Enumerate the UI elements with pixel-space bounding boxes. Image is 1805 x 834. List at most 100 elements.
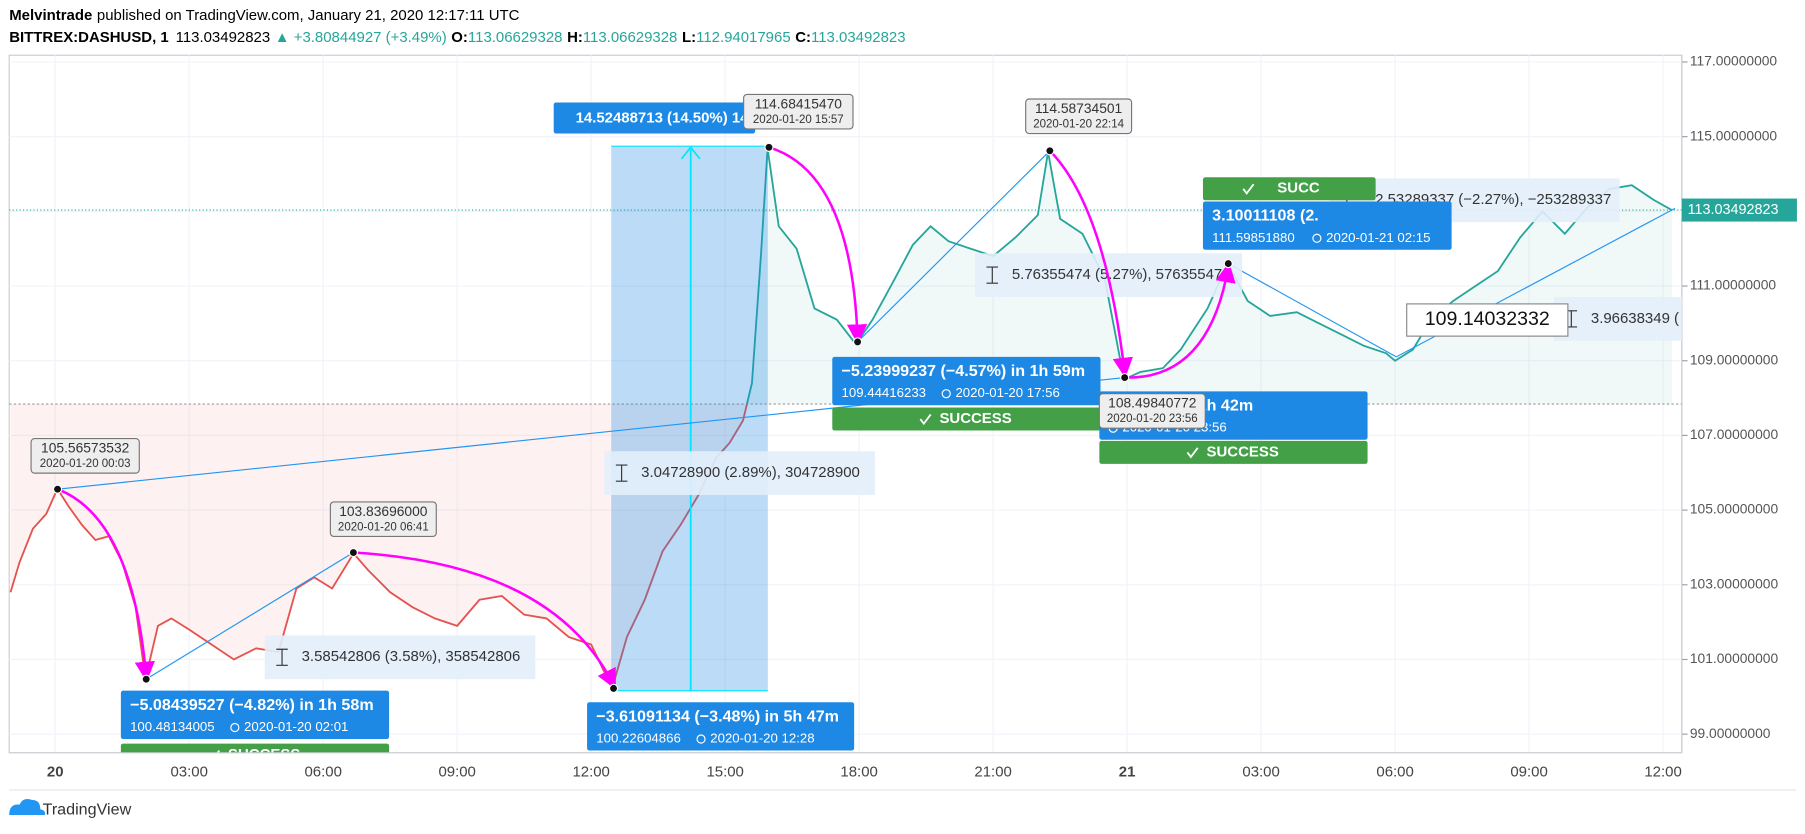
pivot-box (1098, 393, 1206, 429)
pivot-price: 103.83696000 (339, 503, 428, 519)
y-tick-label: 105.00000000 (1690, 501, 1779, 517)
x-tick-label: 12:00 (572, 763, 609, 780)
y-tick-label: 115.00000000 (1690, 127, 1778, 143)
move-time: 2020-01-21 02:15 (1326, 230, 1430, 245)
clock-icon (230, 722, 240, 733)
price-line-below (9, 404, 748, 691)
arrow (353, 551, 616, 690)
area-above (10, 148, 1672, 405)
x-tick-label: 06:00 (304, 763, 341, 780)
pivot-box (329, 501, 437, 538)
pivot-dot (853, 337, 863, 347)
author: Melvintrade (9, 7, 92, 24)
pivot-dot (1120, 372, 1130, 383)
trend-line (1227, 263, 1397, 358)
last: 113.03492823 (176, 29, 271, 46)
status-box (1099, 440, 1368, 464)
published: published on TradingView.com, January 21… (97, 7, 520, 24)
move-label: 3.10011108 (2. (1212, 207, 1319, 225)
measure-label: 3.96638349 ( (1591, 310, 1679, 327)
check (919, 413, 932, 426)
x-tick-label: 09:00 (438, 763, 475, 780)
measure-box (264, 635, 536, 680)
range-box (553, 102, 756, 134)
pivot-time: 2020-01-20 06:41 (338, 521, 429, 533)
area-below (10, 404, 1672, 689)
y-tick-label: 103.00000000 (1690, 575, 1779, 591)
x-tick-label: 21 (1119, 763, 1136, 780)
measure-box (1554, 296, 1682, 341)
x-tick-label: 09:00 (1510, 763, 1547, 780)
clock-icon (1312, 233, 1322, 243)
y-tick-label: 109.00000000 (1690, 351, 1779, 367)
y-tick-label: 101.00000000 (1690, 650, 1779, 666)
arrow (1124, 262, 1236, 379)
move-label: −5.23999237 (−4.57%) in 1h 59m (841, 362, 1085, 380)
price-label-box (1406, 303, 1569, 337)
move-box (832, 356, 1101, 406)
ohlc-label: L: (682, 29, 696, 46)
measure-label: 3.58542806 (3.58%), 358542806 (302, 648, 521, 665)
ohlc-value: 113.06629328 (583, 29, 678, 46)
move-time: 2020-01-20 02:01 (244, 719, 348, 734)
status-box (832, 407, 1101, 431)
ohlc-value: 113.03492823 (811, 29, 906, 46)
ohlc-label: O: (451, 29, 468, 46)
move-label: −3.61091134 (−3.48%) in 5h 47m (596, 707, 839, 725)
x-tick-label: 12:00 (1644, 763, 1681, 780)
pivot-dot (348, 547, 359, 558)
ohlc-label: C: (795, 29, 811, 46)
header-line: Melvintrade published on TradingView.com,… (9, 7, 519, 24)
check (1242, 183, 1255, 195)
x-tick-label: 06:00 (1376, 763, 1413, 780)
pivot-time: 2020-01-20 00:03 (40, 458, 131, 470)
move-price: 100.48134005 (130, 719, 215, 734)
y-tick-label: 117.00000000 (1690, 53, 1778, 69)
pivot-time: 2020-01-20 15:57 (753, 114, 844, 126)
symbol-line: BITTREX:DASHUSD, 1 113.03492823 ▲ +3.80844… (9, 29, 905, 46)
move-box (587, 702, 855, 751)
measure-label: 3.04728900 (2.89%), 304728900 (641, 464, 860, 481)
status-label: SUCC (1277, 180, 1320, 197)
pivot-price: 114.58734501 (1035, 100, 1122, 116)
pivot-box (743, 93, 854, 130)
status-box (1202, 177, 1376, 201)
x-tick-label: 15:00 (706, 763, 743, 780)
range-arrowhead (680, 145, 701, 160)
pivot-price: 105.56573532 (41, 440, 129, 456)
measure-label: 5.76355474 (5.27%), 576355474 (1012, 266, 1231, 283)
range-area (611, 146, 768, 691)
check (1186, 447, 1199, 459)
y-tick-label: 111.00000000 (1690, 277, 1777, 293)
pivot-box (1025, 98, 1133, 135)
x-tick-label: 03:00 (1242, 763, 1279, 780)
status-label: SUCCESS (1207, 443, 1279, 460)
y-tick-label: 99.00000000 (1690, 725, 1771, 741)
pivot-dot (1045, 146, 1055, 156)
pivot-dot (608, 683, 619, 693)
pivot-time: 2020-01-20 22:14 (1033, 118, 1124, 130)
move-time: 2020-01-20 12:28 (710, 731, 814, 746)
trend-line (145, 552, 354, 680)
arrow (57, 488, 155, 682)
move-time: 2020-01-20 17:56 (955, 385, 1059, 400)
last-price-tag (1681, 198, 1797, 222)
pivot-dot (141, 674, 151, 684)
last-price-tag-label: 113.03492823 (1688, 202, 1779, 218)
pivot-price: 108.49840772 (1108, 395, 1196, 411)
trend-line (857, 150, 1051, 343)
move-price: 111.59851880 (1212, 230, 1295, 245)
move-price: 109.44416233 (841, 385, 926, 400)
ohlc-value: 112.94017965 (696, 29, 791, 46)
clock-icon (696, 734, 706, 744)
brand: TradingView (43, 801, 132, 819)
logo (9, 799, 46, 816)
ohlc-value: 113.06629328 (468, 29, 563, 46)
symbol: BITTREX:DASHUSD, 1 (9, 29, 169, 46)
x-tick-label: 18:00 (840, 763, 877, 780)
move-price: 100.22604866 (596, 731, 681, 746)
clock-icon (941, 389, 951, 399)
x-tick-label: 21:00 (974, 763, 1011, 780)
